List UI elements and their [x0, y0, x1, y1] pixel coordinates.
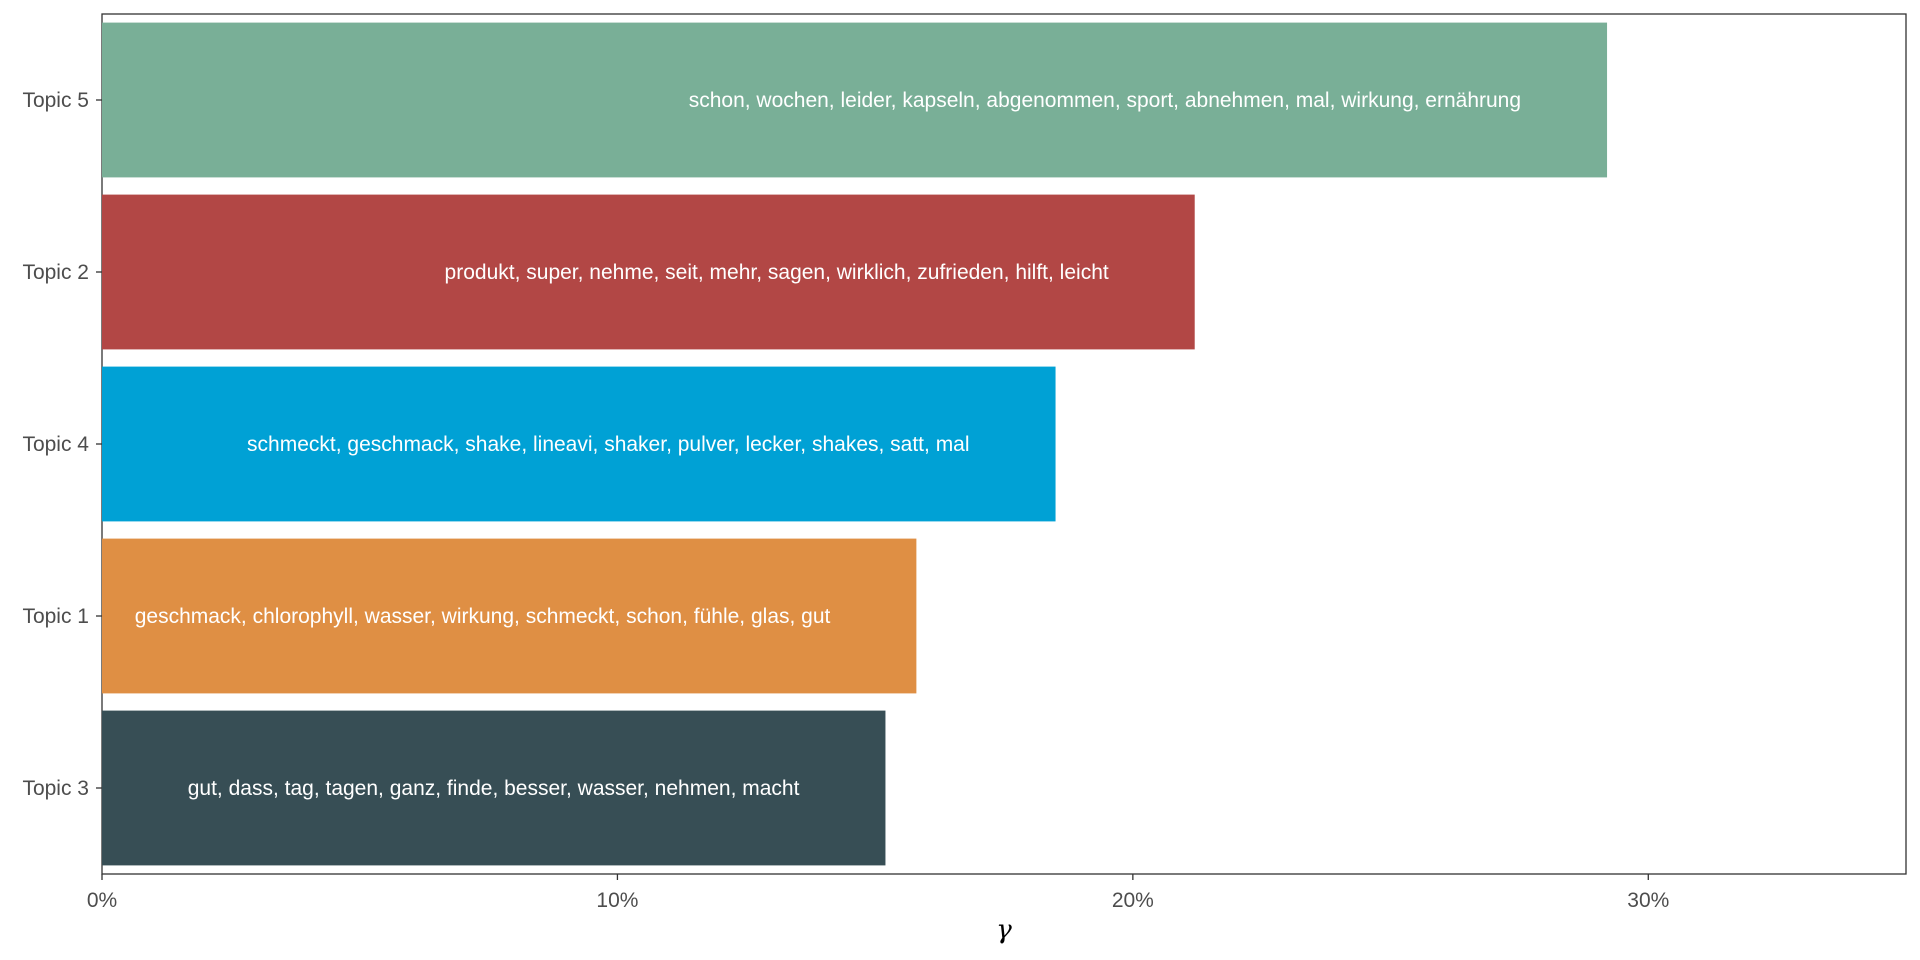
- bar-topic-1: [102, 538, 917, 694]
- y-tick-label-topic-2: Topic 2: [22, 261, 89, 284]
- bar-label-topic-2: produkt, super, nehme, seit, mehr, sagen…: [445, 261, 1109, 284]
- bar-topic-4: [102, 366, 1056, 522]
- y-tick-label-topic-4: Topic 4: [22, 433, 89, 456]
- bars-group: [102, 22, 1608, 866]
- bar-topic-2: [102, 194, 1195, 350]
- y-tick-label-topic-1: Topic 1: [22, 605, 89, 628]
- x-axis-title: γ: [996, 915, 1012, 945]
- x-tick-label-30: 30%: [1627, 889, 1669, 912]
- bar-label-topic-3: gut, dass, tag, tagen, ganz, finde, bess…: [188, 777, 800, 800]
- bar-topic-5: [102, 22, 1608, 178]
- x-axis: 0% 10% 20% 30%: [87, 874, 1669, 912]
- x-tick-label-20: 20%: [1112, 889, 1154, 912]
- y-axis: Topic 5 Topic 2 Topic 4 Topic 1 Topic 3: [22, 89, 102, 800]
- bar-labels-group: schon, wochen, leider, kapseln, abgenomm…: [135, 89, 1521, 800]
- y-tick-label-topic-3: Topic 3: [22, 777, 89, 800]
- x-tick-label-10: 10%: [596, 889, 638, 912]
- x-tick-label-0: 0%: [87, 889, 117, 912]
- bar-label-topic-4: schmeckt, geschmack, shake, lineavi, sha…: [247, 433, 969, 456]
- y-tick-label-topic-5: Topic 5: [22, 89, 89, 112]
- bar-label-topic-5: schon, wochen, leider, kapseln, abgenomm…: [689, 89, 1521, 112]
- bar-topic-3: [102, 710, 886, 866]
- bar-label-topic-1: geschmack, chlorophyll, wasser, wirkung,…: [135, 605, 831, 628]
